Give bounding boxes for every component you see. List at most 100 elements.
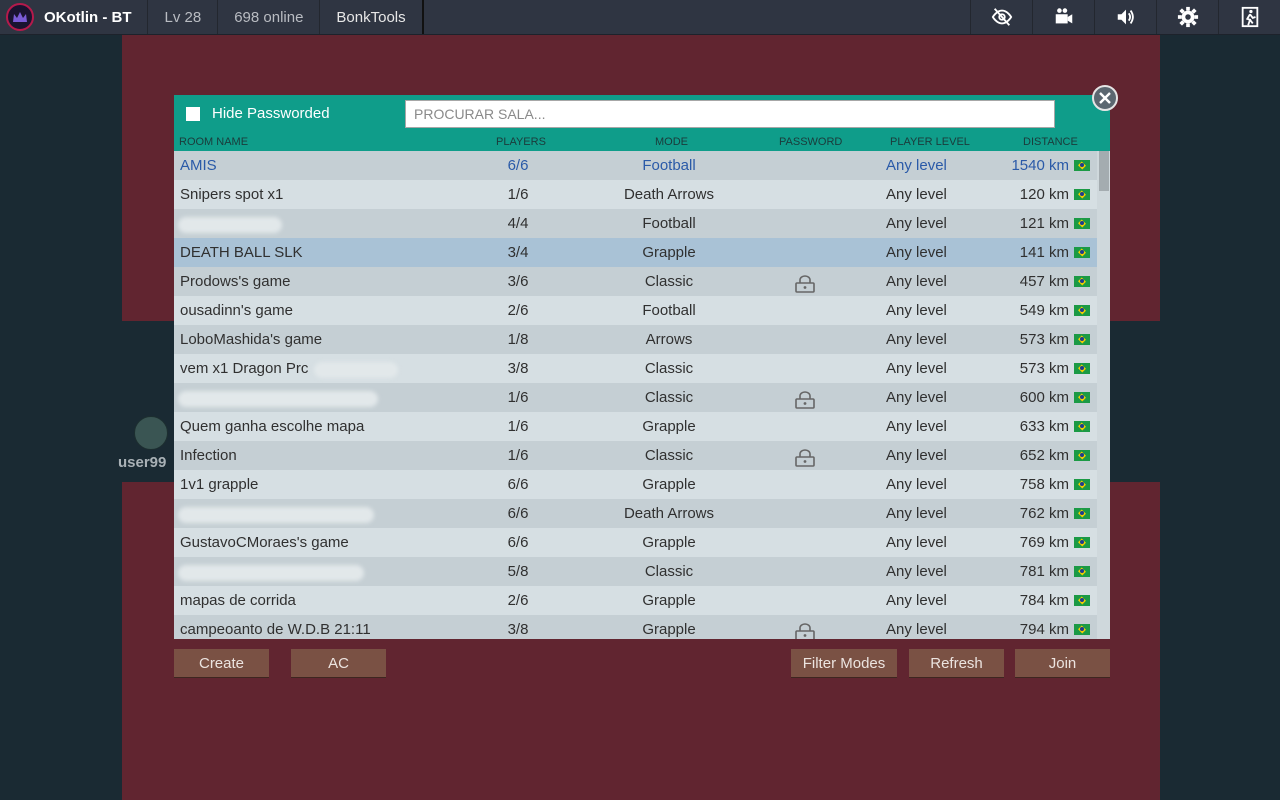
room-list[interactable]: AMIS 6/6 Football Any level 1540 km Snipers s… <box>174 151 1097 639</box>
brazil-flag-icon <box>1074 363 1090 374</box>
hide-passworded-toggle[interactable]: Hide Passworded <box>186 105 330 122</box>
room-name: 1v1 grapple <box>180 476 259 493</box>
hide-passworded-checkbox[interactable] <box>186 106 200 121</box>
room-row[interactable]: 4/4 Football Any level 121 km <box>174 209 1097 238</box>
lock-icon <box>794 623 816 639</box>
room-level: Any level <box>886 563 947 580</box>
exit-icon[interactable] <box>1218 0 1280 34</box>
room-name: Quem ganha escolhe mapa <box>180 418 365 435</box>
redacted-name <box>178 217 282 233</box>
column-player-level[interactable]: PLAYER LEVEL <box>890 136 970 148</box>
column-mode[interactable]: MODE <box>655 136 688 148</box>
room-players: 2/6 <box>507 302 529 319</box>
room-mode: Classic <box>644 273 694 290</box>
room-mode: Classic <box>644 447 694 464</box>
room-row[interactable]: Quem ganha escolhe mapa 1/6 Grapple Any lev… <box>174 412 1097 441</box>
room-players: 6/6 <box>507 534 529 551</box>
create-button[interactable]: Create <box>174 649 269 677</box>
join-button[interactable]: Join <box>1015 649 1110 677</box>
room-players: 1/6 <box>507 447 529 464</box>
room-row[interactable]: vem x1 Dragon Prc 3/8 Classic Any level 573 … <box>174 354 1097 383</box>
settings-gear-icon[interactable] <box>1156 0 1218 34</box>
room-level: Any level <box>886 592 947 609</box>
room-mode: Football <box>642 215 696 232</box>
room-search-input[interactable] <box>405 100 1055 128</box>
lock-icon <box>794 391 816 413</box>
room-row[interactable]: 1v1 grapple 6/6 Grapple Any level 758 km <box>174 470 1097 499</box>
room-distance: 141 km <box>1019 244 1069 261</box>
column-room-name[interactable]: ROOM NAME <box>179 136 249 148</box>
room-distance: 652 km <box>1019 447 1069 464</box>
brazil-flag-icon <box>1074 450 1090 461</box>
room-name: mapas de corrida <box>180 592 296 609</box>
room-list-header: Hide Passworded <box>174 95 1110 133</box>
bonktools-menu[interactable]: BonkTools <box>320 0 424 34</box>
room-players: 6/6 <box>507 157 529 174</box>
room-level: Any level <box>886 273 947 290</box>
player-avatar <box>134 416 168 450</box>
room-row[interactable]: mapas de corrida 2/6 Grapple Any level 784 k… <box>174 586 1097 615</box>
room-distance: 1540 km <box>1011 157 1069 174</box>
side-player: user99 <box>118 416 178 476</box>
online-count: 698 online <box>218 0 321 34</box>
room-name: LoboMashida's game <box>180 331 323 348</box>
room-row[interactable]: Infection 1/6 Classic Any level 652 km <box>174 441 1097 470</box>
player-name: user99 <box>118 454 167 471</box>
room-level: Any level <box>886 331 947 348</box>
room-row[interactable]: AMIS 6/6 Football Any level 1540 km <box>174 151 1097 180</box>
column-players[interactable]: PLAYERS <box>496 136 546 148</box>
top-bar-actions <box>970 0 1280 34</box>
user-avatar-icon <box>6 3 34 31</box>
room-players: 2/6 <box>507 592 529 609</box>
room-level: Any level <box>886 186 947 203</box>
room-distance: 573 km <box>1019 331 1069 348</box>
room-mode: Arrows <box>645 331 693 348</box>
room-row[interactable]: DEATH BALL SLK 3/4 Grapple Any level 141 km <box>174 238 1097 267</box>
room-level: Any level <box>886 505 947 522</box>
room-row[interactable]: 5/8 Classic Any level 781 km <box>174 557 1097 586</box>
room-name: Prodows's game <box>180 273 291 290</box>
room-row[interactable]: LoboMashida's game 1/8 Arrows Any level 573 … <box>174 325 1097 354</box>
room-name: Snipers spot x1 <box>180 186 284 203</box>
room-row[interactable]: GustavoCMoraes's game 6/6 Grapple Any level… <box>174 528 1097 557</box>
room-players: 3/8 <box>507 621 529 638</box>
room-level: Any level <box>886 244 947 261</box>
room-mode: Football <box>642 157 696 174</box>
brazil-flag-icon <box>1074 189 1090 200</box>
redacted-name <box>314 362 398 378</box>
room-players: 6/6 <box>507 505 529 522</box>
room-level: Any level <box>886 389 947 406</box>
room-row[interactable]: 1/6 Classic Any level 600 km <box>174 383 1097 412</box>
room-players: 1/6 <box>507 418 529 435</box>
room-list-dialog: Hide Passworded ROOM NAME PLAYERS MODE P… <box>174 95 1110 639</box>
user-info[interactable]: OKotlin - BT <box>0 0 149 34</box>
room-row[interactable]: 6/6 Death Arrows Any level 762 km <box>174 499 1097 528</box>
volume-icon[interactable] <box>1094 0 1156 34</box>
room-name: vem x1 Dragon Prc <box>180 360 309 377</box>
room-level: Any level <box>886 534 947 551</box>
room-row[interactable]: Prodows's game 3/6 Classic Any level 457 km <box>174 267 1097 296</box>
room-mode: Classic <box>644 389 694 406</box>
brazil-flag-icon <box>1074 508 1090 519</box>
scrollbar-thumb[interactable] <box>1099 151 1109 191</box>
visibility-off-icon[interactable] <box>970 0 1032 34</box>
room-row[interactable]: ousadinn's game 2/6 Football Any level 549 k… <box>174 296 1097 325</box>
filter-modes-button[interactable]: Filter Modes <box>791 649 897 677</box>
refresh-button[interactable]: Refresh <box>909 649 1004 677</box>
room-distance: 633 km <box>1019 418 1069 435</box>
room-players: 1/6 <box>507 186 529 203</box>
room-level: Any level <box>886 215 947 232</box>
brazil-flag-icon <box>1074 595 1090 606</box>
column-password[interactable]: PASSWORD <box>779 136 843 148</box>
column-distance[interactable]: DISTANCE <box>1023 136 1078 148</box>
room-players: 1/6 <box>507 389 529 406</box>
brazil-flag-icon <box>1074 218 1090 229</box>
room-list-scrollbar[interactable] <box>1097 151 1110 639</box>
camera-icon[interactable] <box>1032 0 1094 34</box>
room-row[interactable]: campeoanto de W.D.B 21:11 3/8 Grapple Any l… <box>174 615 1097 639</box>
room-level: Any level <box>886 418 947 435</box>
room-row[interactable]: Snipers spot x1 1/6 Death Arrows Any level 1… <box>174 180 1097 209</box>
room-name: Infection <box>180 447 237 464</box>
ac-button[interactable]: AC <box>291 649 386 677</box>
close-dialog-button[interactable] <box>1092 85 1118 111</box>
